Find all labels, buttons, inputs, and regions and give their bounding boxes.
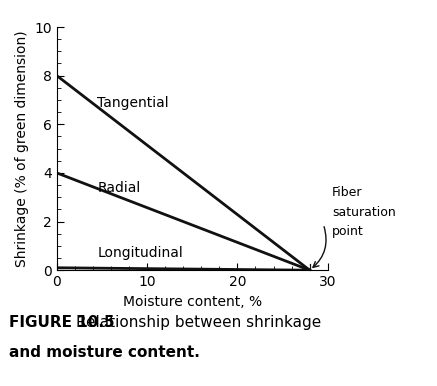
X-axis label: Moisture content, %: Moisture content, % (123, 295, 262, 309)
Text: FIGURE 10.5: FIGURE 10.5 (9, 315, 114, 330)
Y-axis label: Shrinkage (% of green dimension): Shrinkage (% of green dimension) (15, 30, 29, 267)
Text: Relationship between shrinkage: Relationship between shrinkage (76, 315, 322, 330)
Text: Fiber: Fiber (332, 186, 363, 200)
Text: point: point (332, 225, 364, 238)
Text: saturation: saturation (332, 206, 396, 219)
Text: and moisture content.: and moisture content. (9, 345, 200, 361)
Text: Radial: Radial (97, 181, 141, 195)
Text: Tangential: Tangential (97, 96, 169, 110)
Text: Longitudinal: Longitudinal (97, 246, 183, 260)
